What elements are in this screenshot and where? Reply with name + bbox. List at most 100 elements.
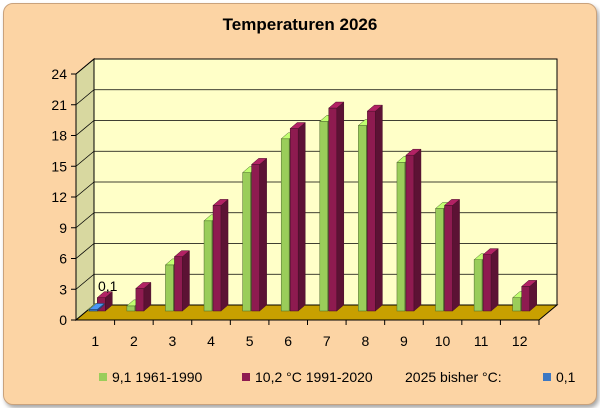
x-tick-label: 5 [246, 333, 254, 349]
legend-swatch-series1 [99, 373, 107, 381]
bar-side [259, 157, 267, 312]
legend-label-series3: 0,1 [556, 369, 576, 385]
bar-top [135, 282, 152, 289]
legend-label-series2: 10,2 °C 1991-2020 [255, 369, 373, 385]
x-tick-label: 6 [284, 333, 292, 349]
chart-title: Temperaturen 2026 [223, 15, 378, 34]
bar-top [289, 122, 306, 129]
y-tick-label: 15 [51, 158, 67, 174]
bar-series [87, 101, 538, 312]
x-tick-label: 9 [400, 333, 408, 349]
bar-top [405, 148, 422, 156]
bar-front [174, 256, 183, 312]
bar-top [96, 291, 113, 298]
x-tick-label: 4 [207, 333, 215, 349]
bar-2 [328, 101, 345, 312]
bar-3 [88, 302, 105, 312]
bar-front [203, 220, 213, 312]
bar-side [182, 250, 190, 312]
bar-front [289, 128, 299, 312]
bar-front [212, 205, 222, 312]
bar-2 [482, 248, 499, 312]
bar-front [435, 208, 444, 312]
bar-front [319, 121, 329, 312]
bar-front [512, 297, 521, 312]
bar-front [521, 286, 530, 312]
bar-front [165, 264, 174, 312]
bar-2 [135, 281, 152, 312]
y-tick-label: 12 [51, 189, 67, 205]
x-tick-label: 11 [474, 333, 489, 349]
bar-top [328, 101, 345, 109]
bar-top [366, 104, 384, 112]
x-tick-label: 7 [323, 333, 331, 349]
gridline-side [75, 89, 95, 106]
bar-front [482, 254, 492, 312]
bar-top [250, 158, 268, 165]
bar-side [375, 104, 383, 312]
bar-side [220, 198, 229, 312]
y-tick-label: 21 [51, 97, 67, 113]
bar-front [126, 305, 136, 312]
x-tick-label: 10 [435, 333, 451, 349]
x-tick-label: 3 [169, 333, 177, 349]
bar-front [358, 125, 367, 312]
bar-top [88, 303, 105, 310]
bar-front [280, 138, 290, 312]
legend-label-series3-prefix: 2025 bisher °C: [405, 369, 502, 385]
bar-front [444, 205, 453, 312]
gridline-side [75, 181, 95, 198]
bar-front [367, 110, 376, 312]
bar-front [405, 154, 415, 312]
x-tick-label: 8 [361, 333, 369, 349]
bar-top [173, 250, 191, 257]
bar-front [242, 172, 251, 312]
y-tick-label: 6 [59, 251, 67, 267]
y-tick-label: 0 [59, 312, 67, 328]
bar-2 [289, 122, 306, 312]
bar-top [212, 199, 229, 206]
legend-swatch-series2 [242, 373, 250, 381]
bar-side [413, 148, 422, 312]
gridline-side [75, 58, 95, 75]
bar-front [328, 107, 338, 312]
bar-top [482, 248, 499, 255]
bar-front [473, 259, 483, 312]
gridline-side [75, 150, 95, 167]
y-tick-label: 24 [51, 66, 67, 82]
x-tick-label: 2 [130, 333, 138, 349]
bar-side [297, 122, 306, 312]
gridline-side [75, 273, 95, 290]
bar-front [396, 162, 406, 312]
bar-top [443, 199, 461, 206]
gridline-side [75, 243, 95, 259]
bar-2 [405, 148, 422, 312]
bar-side [336, 101, 345, 312]
x-tick-label: 1 [91, 333, 99, 349]
bar-2 [250, 157, 268, 312]
bar-front [251, 164, 260, 312]
y-tick-label: 9 [59, 220, 67, 236]
bar-side [452, 198, 460, 312]
bar-2 [212, 198, 229, 312]
legend-label-series1: 9,1 1961-1990 [112, 369, 203, 385]
y-tick-label: 3 [59, 281, 67, 297]
data-label-annotation: 0,1 [98, 278, 118, 294]
bar-2 [443, 198, 461, 312]
gridline-side [75, 212, 95, 229]
bar-2 [521, 279, 538, 312]
bar-2 [173, 250, 191, 312]
y-axis: 0 3 6 9 12 15 18 21 24 [51, 66, 77, 328]
x-axis: 1 2 3 4 5 6 7 8 9 10 11 12 [76, 319, 540, 349]
legend: 9,1 1961-1990 10,2 °C 1991-2020 2025 bis… [99, 369, 576, 385]
legend-swatch-series3 [543, 373, 551, 381]
bar-2 [366, 104, 384, 312]
bar-front [135, 288, 145, 312]
gridline-side [75, 120, 95, 136]
x-tick-label: 12 [512, 333, 528, 349]
y-tick-label: 18 [51, 128, 67, 144]
bar-side [490, 248, 499, 312]
bar-top [521, 280, 538, 287]
